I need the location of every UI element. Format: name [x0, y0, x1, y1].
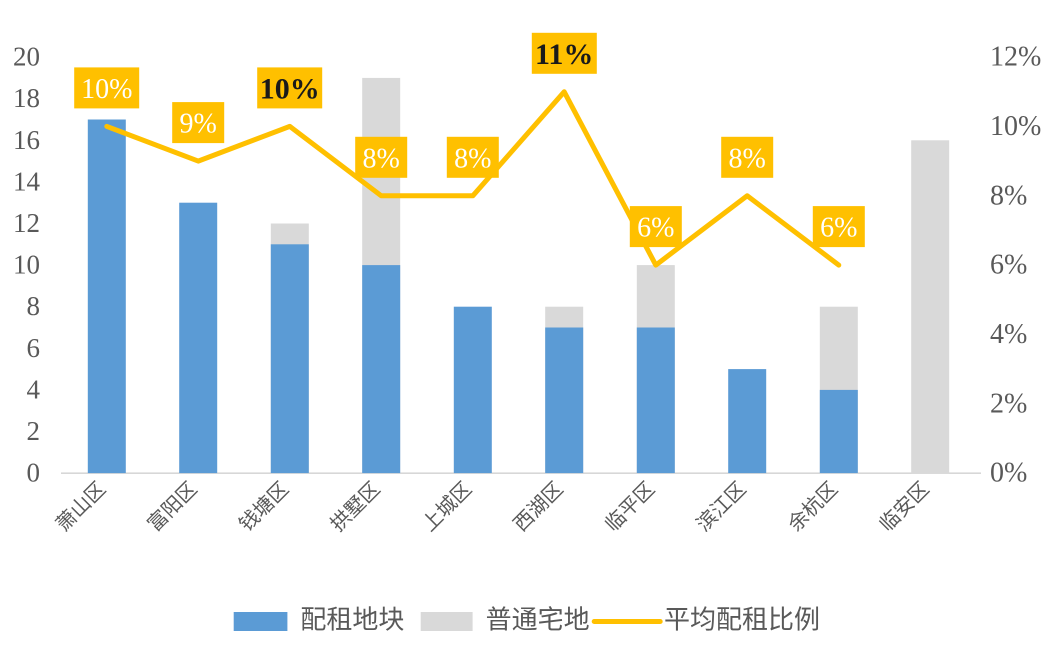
- svg-text:12%: 12%: [990, 42, 1041, 73]
- svg-text:8: 8: [27, 291, 41, 321]
- svg-text:2: 2: [27, 416, 41, 446]
- svg-text:8%: 8%: [990, 180, 1027, 211]
- svg-text:4: 4: [27, 374, 41, 404]
- svg-text:6: 6: [27, 333, 41, 363]
- svg-text:10%: 10%: [260, 73, 320, 106]
- svg-text:6%: 6%: [820, 213, 857, 244]
- svg-text:0: 0: [27, 458, 41, 488]
- svg-text:6%: 6%: [990, 250, 1027, 281]
- svg-text:11%: 11%: [535, 38, 593, 71]
- svg-text:9%: 9%: [180, 109, 217, 140]
- svg-text:10%: 10%: [81, 74, 132, 105]
- svg-text:4%: 4%: [990, 319, 1027, 350]
- svg-text:12: 12: [13, 208, 40, 238]
- svg-text:0%: 0%: [990, 458, 1027, 489]
- svg-text:20: 20: [13, 42, 40, 72]
- svg-text:10%: 10%: [990, 111, 1041, 142]
- svg-text:8%: 8%: [729, 143, 766, 174]
- svg-text:14: 14: [13, 166, 41, 196]
- svg-text:6%: 6%: [637, 213, 674, 244]
- svg-text:8%: 8%: [454, 143, 491, 174]
- svg-text:2%: 2%: [990, 388, 1027, 419]
- svg-text:配租地块: 配租地块: [300, 605, 404, 635]
- svg-text:10: 10: [13, 250, 40, 280]
- svg-text:16: 16: [13, 125, 40, 155]
- svg-text:平均配租比例: 平均配租比例: [664, 605, 820, 635]
- svg-text:普通宅地: 普通宅地: [486, 605, 590, 635]
- svg-text:8%: 8%: [363, 143, 400, 174]
- svg-text:18: 18: [13, 83, 40, 113]
